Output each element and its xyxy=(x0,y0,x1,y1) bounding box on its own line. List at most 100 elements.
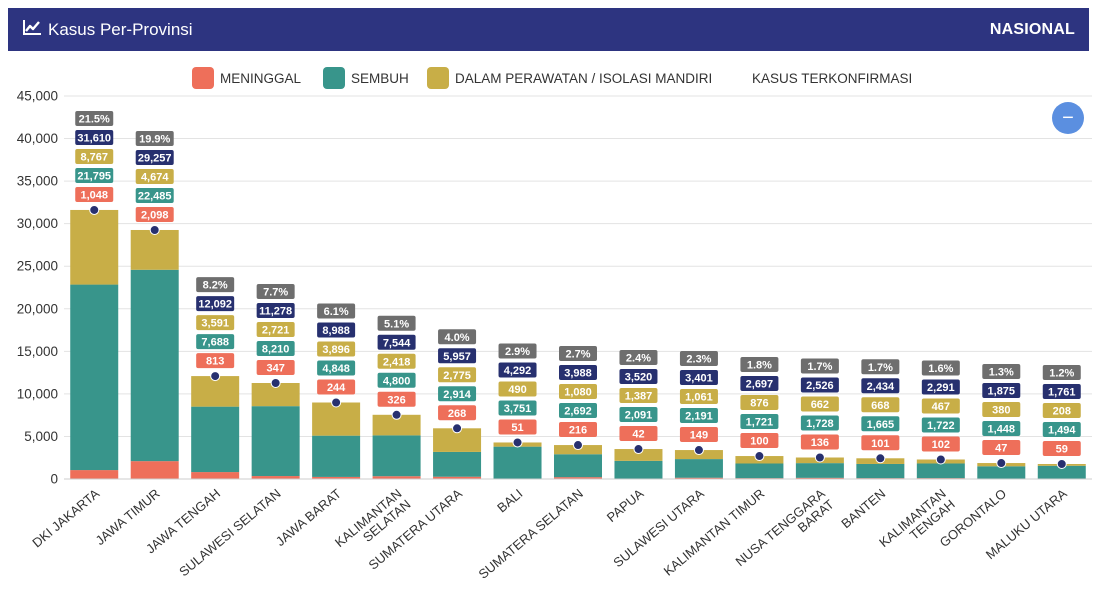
x-tick-label-line: BANTEN xyxy=(838,486,888,531)
legend-label: KASUS TERKONFIRMASI xyxy=(752,70,913,86)
label-meninggal-box xyxy=(135,206,174,222)
scope-label[interactable]: NASIONAL xyxy=(989,20,1075,38)
label-sembuh-box xyxy=(982,421,1021,437)
label-meninggal-box xyxy=(377,391,416,407)
label-meninggal: 100 xyxy=(750,436,768,448)
legend-swatch-sembuh xyxy=(323,67,345,89)
label-percent-share-box xyxy=(800,358,839,374)
label-kasus-terkonfirmasi: 8,988 xyxy=(322,325,350,337)
legend-item-sembuh[interactable]: SEMBUH xyxy=(323,66,409,90)
x-tick-label: BANTEN xyxy=(838,486,888,531)
bar-dalam-perawatan xyxy=(614,449,663,461)
point-kasus-terkonfirmasi xyxy=(814,452,825,463)
label-percent-share-box xyxy=(196,277,235,293)
label-dalam-perawatan-box xyxy=(1042,403,1081,419)
label-percent-share: 1.2% xyxy=(1049,368,1074,380)
label-kasus-terkonfirmasi: 31,610 xyxy=(77,132,111,144)
label-kasus-terkonfirmasi: 12,092 xyxy=(198,299,232,311)
point-kasus-terkonfirmasi xyxy=(935,454,946,465)
point-kasus-terkonfirmasi xyxy=(875,453,886,464)
label-sembuh-box xyxy=(377,372,416,388)
point-kasus-terkonfirmasi xyxy=(996,458,1007,469)
label-dalam-perawatan: 662 xyxy=(811,399,829,411)
label-sembuh: 8,210 xyxy=(262,344,290,356)
bar-dalam-perawatan xyxy=(191,376,240,407)
label-percent-share-box xyxy=(982,364,1021,380)
point-kasus-terkonfirmasi xyxy=(149,224,160,235)
bar-sembuh xyxy=(735,463,784,479)
x-tick-label-line: KALIMANTAN TIMUR xyxy=(661,486,768,579)
label-percent-share: 5.1% xyxy=(384,318,409,330)
bar-sembuh xyxy=(916,463,965,479)
label-percent-share: 8.2% xyxy=(203,280,228,292)
label-dalam-perawatan-box xyxy=(619,388,658,404)
label-kasus-terkonfirmasi-box xyxy=(317,322,356,338)
y-tick-label: 5,000 xyxy=(24,429,58,444)
label-sembuh-box xyxy=(800,415,839,431)
legend-label: DALAM PERAWATAN / ISOLASI MANDIRI xyxy=(455,70,713,86)
x-tick-label: SUMATERA SELATAN xyxy=(476,486,586,582)
label-percent-share: 1.8% xyxy=(747,360,772,372)
label-sembuh: 7,688 xyxy=(201,337,229,349)
bar-dalam-perawatan xyxy=(251,383,300,407)
label-dalam-perawatan: 467 xyxy=(932,401,950,413)
label-meninggal: 347 xyxy=(266,363,284,375)
label-sembuh-box xyxy=(861,416,900,432)
label-percent-share: 6.1% xyxy=(324,306,349,318)
label-meninggal-box xyxy=(921,436,960,452)
bar-sembuh xyxy=(856,463,905,479)
label-sembuh: 21,795 xyxy=(77,170,111,182)
label-kasus-terkonfirmasi-box xyxy=(559,365,597,381)
label-kasus-terkonfirmasi-box xyxy=(196,296,235,312)
label-sembuh-box xyxy=(619,407,658,423)
label-meninggal: 102 xyxy=(932,439,950,451)
point-kasus-terkonfirmasi xyxy=(331,397,342,408)
label-dalam-perawatan-box xyxy=(679,389,718,405)
label-kasus-terkonfirmasi: 1,875 xyxy=(988,386,1016,398)
label-kasus-terkonfirmasi-box xyxy=(256,303,295,319)
label-percent-share: 1.7% xyxy=(868,362,893,374)
label-meninggal: 42 xyxy=(632,429,644,441)
bar-sembuh xyxy=(312,435,361,477)
label-kasus-terkonfirmasi: 3,520 xyxy=(625,372,653,384)
y-tick-label: 40,000 xyxy=(17,131,58,146)
label-dalam-perawatan: 668 xyxy=(871,400,889,412)
legend-item-kasus-terkonfirmasi[interactable]: KASUS TERKONFIRMASI xyxy=(752,66,912,90)
point-kasus-terkonfirmasi xyxy=(512,437,523,448)
bar-meninggal xyxy=(554,477,602,479)
label-sembuh: 2,191 xyxy=(685,411,713,423)
y-tick-label: 25,000 xyxy=(17,259,58,274)
zoom-out-button[interactable]: − xyxy=(1052,102,1084,134)
bar-sembuh xyxy=(977,466,1026,479)
label-meninggal: 2,098 xyxy=(141,209,169,221)
label-kasus-terkonfirmasi-box xyxy=(135,149,174,165)
label-meninggal-box xyxy=(861,435,900,451)
bar-sembuh xyxy=(1037,465,1086,479)
label-dalam-perawatan: 2,775 xyxy=(443,370,471,382)
label-kasus-terkonfirmasi-box xyxy=(377,334,416,350)
point-kasus-terkonfirmasi xyxy=(452,423,463,434)
label-dalam-perawatan-box xyxy=(75,148,114,164)
bar-dalam-perawatan xyxy=(70,209,119,285)
bar-sembuh xyxy=(372,435,421,477)
label-sembuh: 1,665 xyxy=(867,419,895,431)
label-meninggal: 136 xyxy=(811,437,829,449)
label-sembuh-box xyxy=(498,400,537,416)
label-sembuh: 1,448 xyxy=(988,424,1016,436)
label-dalam-perawatan-box xyxy=(317,341,356,357)
x-tick-label: KALIMANTAN TIMUR xyxy=(661,486,768,579)
bar-dalam-perawatan xyxy=(372,414,421,436)
label-dalam-perawatan: 208 xyxy=(1053,406,1071,418)
label-dalam-perawatan-box xyxy=(498,381,537,397)
bar-meninggal xyxy=(130,461,179,479)
label-kasus-terkonfirmasi-box xyxy=(740,376,779,392)
y-tick-label: 30,000 xyxy=(17,216,58,231)
label-kasus-terkonfirmasi: 29,257 xyxy=(138,152,172,164)
bar-meninggal xyxy=(70,470,119,479)
label-meninggal: 59 xyxy=(1056,444,1068,456)
legend-item-dalam-perawatan[interactable]: DALAM PERAWATAN / ISOLASI MANDIRI xyxy=(427,66,712,90)
bar-meninggal xyxy=(312,476,361,479)
legend-item-meninggal[interactable]: MENINGGAL xyxy=(192,66,301,90)
label-percent-share: 1.6% xyxy=(928,363,953,375)
